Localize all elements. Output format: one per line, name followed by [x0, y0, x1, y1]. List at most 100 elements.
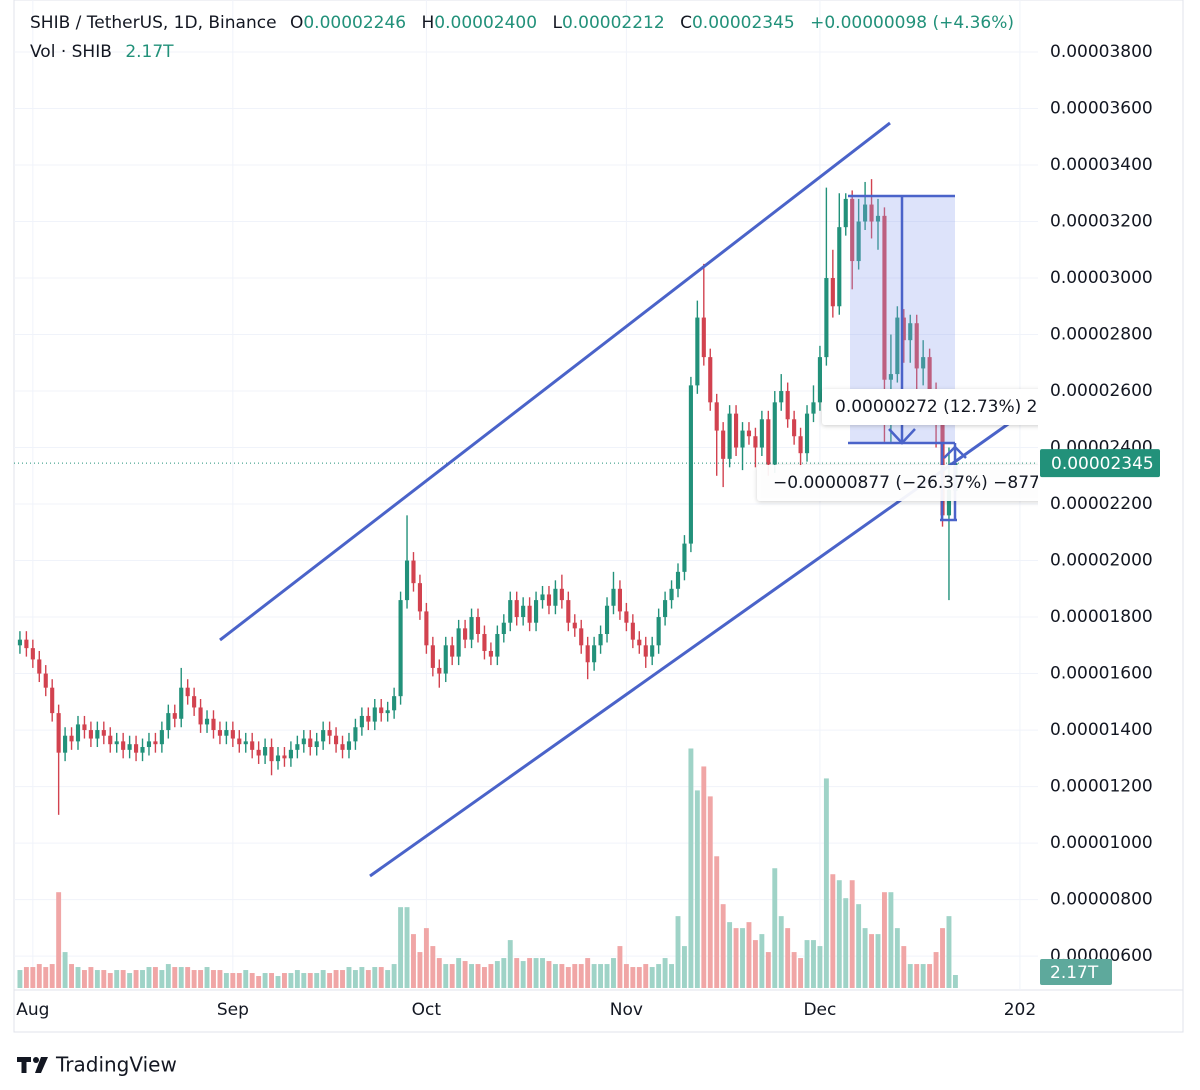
- volume-bar: [669, 964, 674, 988]
- volume-bar: [120, 970, 126, 988]
- candle-body: [682, 543, 687, 572]
- volume-bars: [17, 748, 958, 988]
- candle-body: [334, 735, 339, 745]
- candle-body: [372, 707, 377, 722]
- volume-bar: [656, 964, 662, 988]
- candle-body: [514, 600, 519, 618]
- x-tick-label: Sep: [217, 1000, 249, 1020]
- candle-body: [527, 605, 532, 623]
- volume-bar: [320, 970, 326, 988]
- candle-body: [656, 617, 661, 646]
- candle-body: [650, 645, 655, 657]
- candle-body: [875, 215, 881, 222]
- candle-body: [759, 419, 764, 448]
- candle-body: [114, 741, 119, 745]
- candle-body: [95, 730, 100, 739]
- volume-bar: [546, 961, 552, 988]
- volume-bar: [507, 940, 513, 988]
- annotation-box: [822, 389, 1038, 425]
- y-tick-label: 0.00001600: [1050, 664, 1153, 684]
- candle-body: [404, 560, 410, 601]
- candle-body: [663, 600, 668, 618]
- candle-body: [366, 715, 371, 722]
- volume-bar: [591, 964, 597, 988]
- volume-bar: [940, 928, 945, 988]
- x-tick-label: Dec: [803, 1000, 836, 1020]
- candle-body: [250, 741, 255, 750]
- candle-body: [146, 741, 152, 748]
- y-tick-label: 0.00003600: [1050, 98, 1153, 118]
- volume-bar: [346, 967, 352, 988]
- volume-bar: [404, 907, 410, 988]
- volume-bar: [578, 964, 584, 988]
- y-tick-label: 0.00003400: [1050, 155, 1153, 175]
- candle-body: [688, 385, 693, 544]
- y-tick-label: 0.00003800: [1050, 42, 1153, 62]
- y-tick-label: 0.00003200: [1050, 212, 1153, 232]
- volume-bar: [456, 958, 462, 988]
- candle-body: [798, 436, 803, 454]
- volume-bar: [611, 958, 616, 988]
- volume-bar: [340, 970, 345, 988]
- candle-body: [863, 204, 868, 222]
- candle-body: [314, 741, 319, 748]
- candle-body: [669, 588, 674, 601]
- candle-body: [288, 749, 293, 759]
- candle-body: [282, 755, 287, 759]
- volume-bar: [204, 967, 210, 988]
- ohlc-value: 0.00002246: [303, 13, 406, 33]
- x-tick-label: Oct: [412, 1000, 442, 1020]
- ohlc-label: O: [290, 13, 303, 33]
- volume-bar: [282, 973, 287, 988]
- volume-bar: [107, 973, 113, 988]
- volume-bar: [88, 967, 94, 988]
- candle-body: [88, 730, 93, 739]
- candle-body: [598, 634, 603, 646]
- volume-bar: [811, 940, 816, 988]
- ohlc-value: 0.00002212: [562, 13, 665, 33]
- volume-bar: [927, 964, 933, 988]
- volume-bar: [604, 964, 610, 988]
- volume-bar: [43, 967, 49, 988]
- volume-bar: [417, 952, 423, 988]
- volume-bar: [759, 934, 765, 988]
- volume-bar: [378, 967, 384, 988]
- volume-bar: [423, 928, 429, 988]
- candle-body: [811, 402, 816, 414]
- volume-title: Vol · SHIB: [30, 42, 112, 62]
- volume-bar: [443, 964, 449, 988]
- candle-body: [398, 600, 403, 697]
- volume-bar: [294, 970, 300, 988]
- volume-bar: [752, 940, 758, 988]
- candle-body: [353, 727, 358, 742]
- volume-bar: [617, 946, 623, 988]
- candle-body: [24, 639, 29, 649]
- volume-bar: [314, 973, 320, 988]
- candle-body: [895, 317, 900, 375]
- volume-bar: [365, 970, 371, 988]
- candle-body: [714, 402, 719, 431]
- candle-body: [824, 278, 829, 358]
- candle-body: [243, 741, 248, 745]
- logo-icon: [33, 1057, 39, 1063]
- candle-body: [727, 413, 732, 459]
- volume-axis-label: 2.17T: [1050, 963, 1099, 983]
- volume-bar: [688, 748, 694, 988]
- volume-bar: [798, 958, 804, 988]
- candle-body: [179, 687, 184, 719]
- volume-bar: [191, 970, 197, 988]
- volume-bar: [262, 973, 268, 988]
- legend-header: SHIB / TetherUS, 1D, Binance O0.00002246…: [30, 13, 1014, 33]
- y-tick-label: 0.00001800: [1050, 607, 1153, 627]
- candle-body: [50, 687, 55, 714]
- candle-body: [488, 650, 493, 657]
- ohlc-value: 0.00002345: [692, 13, 795, 33]
- candle-body: [450, 645, 455, 657]
- change: +0.00000098 (+4.36%): [810, 13, 1014, 33]
- candle-body: [630, 622, 635, 640]
- volume-bar: [520, 961, 526, 988]
- candle-body: [237, 738, 242, 745]
- y-tick-label: 0.00001400: [1050, 720, 1153, 740]
- volume-bar: [907, 964, 913, 988]
- candle-body: [540, 594, 545, 601]
